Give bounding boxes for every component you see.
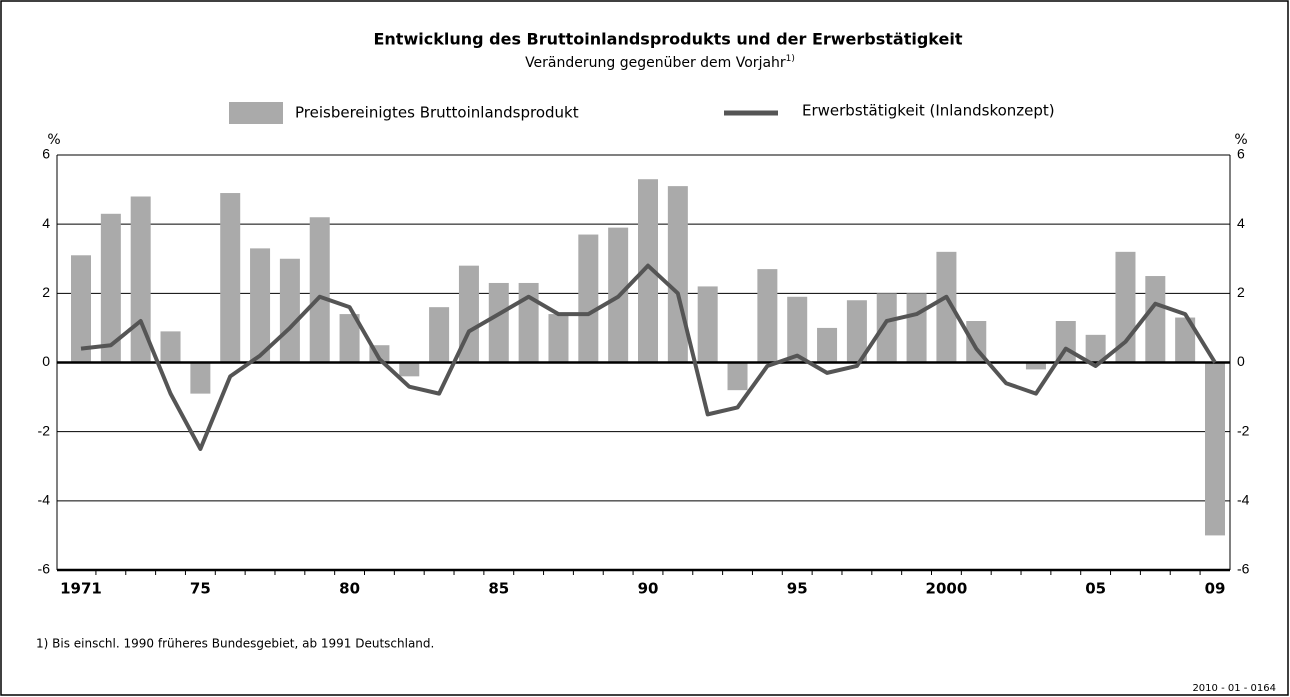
y-tick-label: -2 [38,422,51,438]
y-tick-label: 6 [42,146,50,162]
y-tick-label: -4 [38,492,51,508]
bar [548,314,569,363]
y2-tick-label: -4 [1237,492,1250,508]
bar [309,217,330,363]
y2-tick-label: -6 [1237,561,1250,577]
x-tick-label: 09 [1205,580,1226,598]
x-tick-label: 05 [1085,580,1106,598]
x-tick-label: 1971 [60,580,102,598]
bar [100,213,121,363]
bar [220,193,241,363]
line [80,263,1217,451]
bar [190,362,211,394]
bar [757,269,778,363]
y2-tick-label: 0 [1237,353,1245,369]
x-tick-label: 75 [190,580,211,598]
y-tick-label: 0 [42,353,50,369]
y2-tick-label: 4 [1237,215,1245,231]
bar [1085,334,1106,363]
bar [518,282,539,363]
bar [1205,362,1225,536]
bar [667,186,688,363]
bar [160,331,181,363]
legend-swatch-bar [229,102,283,124]
bar [429,307,450,363]
bar [1025,362,1046,370]
bar [250,248,271,363]
bar [787,296,808,363]
bar [130,196,151,363]
subtitle-text: Veränderung gegenüber dem Vorjahr [525,55,786,71]
bar [339,314,360,363]
bar [71,255,91,363]
bar [1145,276,1166,363]
bar [279,258,300,363]
bar [936,251,957,363]
bar [727,362,748,391]
x-tick-label: 80 [339,580,360,598]
x-tick-label: 90 [638,580,659,598]
bar [906,293,927,363]
chart-title: Entwicklung des Bruttoinlandsprodukts un… [373,30,962,49]
code: 2010 - 01 - 0164 [1192,683,1276,694]
subtitle-note: 1) [786,54,795,64]
x-tick-label: 2000 [926,580,968,598]
bar [876,293,897,363]
bar [846,300,867,363]
y-unit: % [47,132,60,148]
y2-tick-label: 6 [1237,146,1245,162]
x-tick-label: 85 [488,580,509,598]
y-tick-label: 2 [42,284,50,300]
bar [1175,317,1196,363]
bar [488,282,509,363]
y-tick-label: -6 [38,561,51,577]
y2-tick-label: -2 [1237,422,1250,438]
bar [638,179,658,363]
legend-label: Erwerbstätigkeit (Inlandskonzept) [802,102,1055,120]
footnote: 1) Bis einschl. 1990 früheres Bundesgebi… [36,637,434,651]
y2-tick-label: 2 [1237,284,1245,300]
bar [697,286,718,363]
bar [578,234,599,363]
bar [817,327,838,363]
legend-label: Preisbereinigtes Bruttoinlandsprodukt [295,104,579,122]
chart-subtitle: Veränderung gegenüber dem Vorjahr1) [525,54,795,72]
x-tick-label: 95 [787,580,808,598]
y2-unit: % [1234,132,1247,148]
bar [399,362,420,377]
y-tick-label: 4 [42,215,50,231]
